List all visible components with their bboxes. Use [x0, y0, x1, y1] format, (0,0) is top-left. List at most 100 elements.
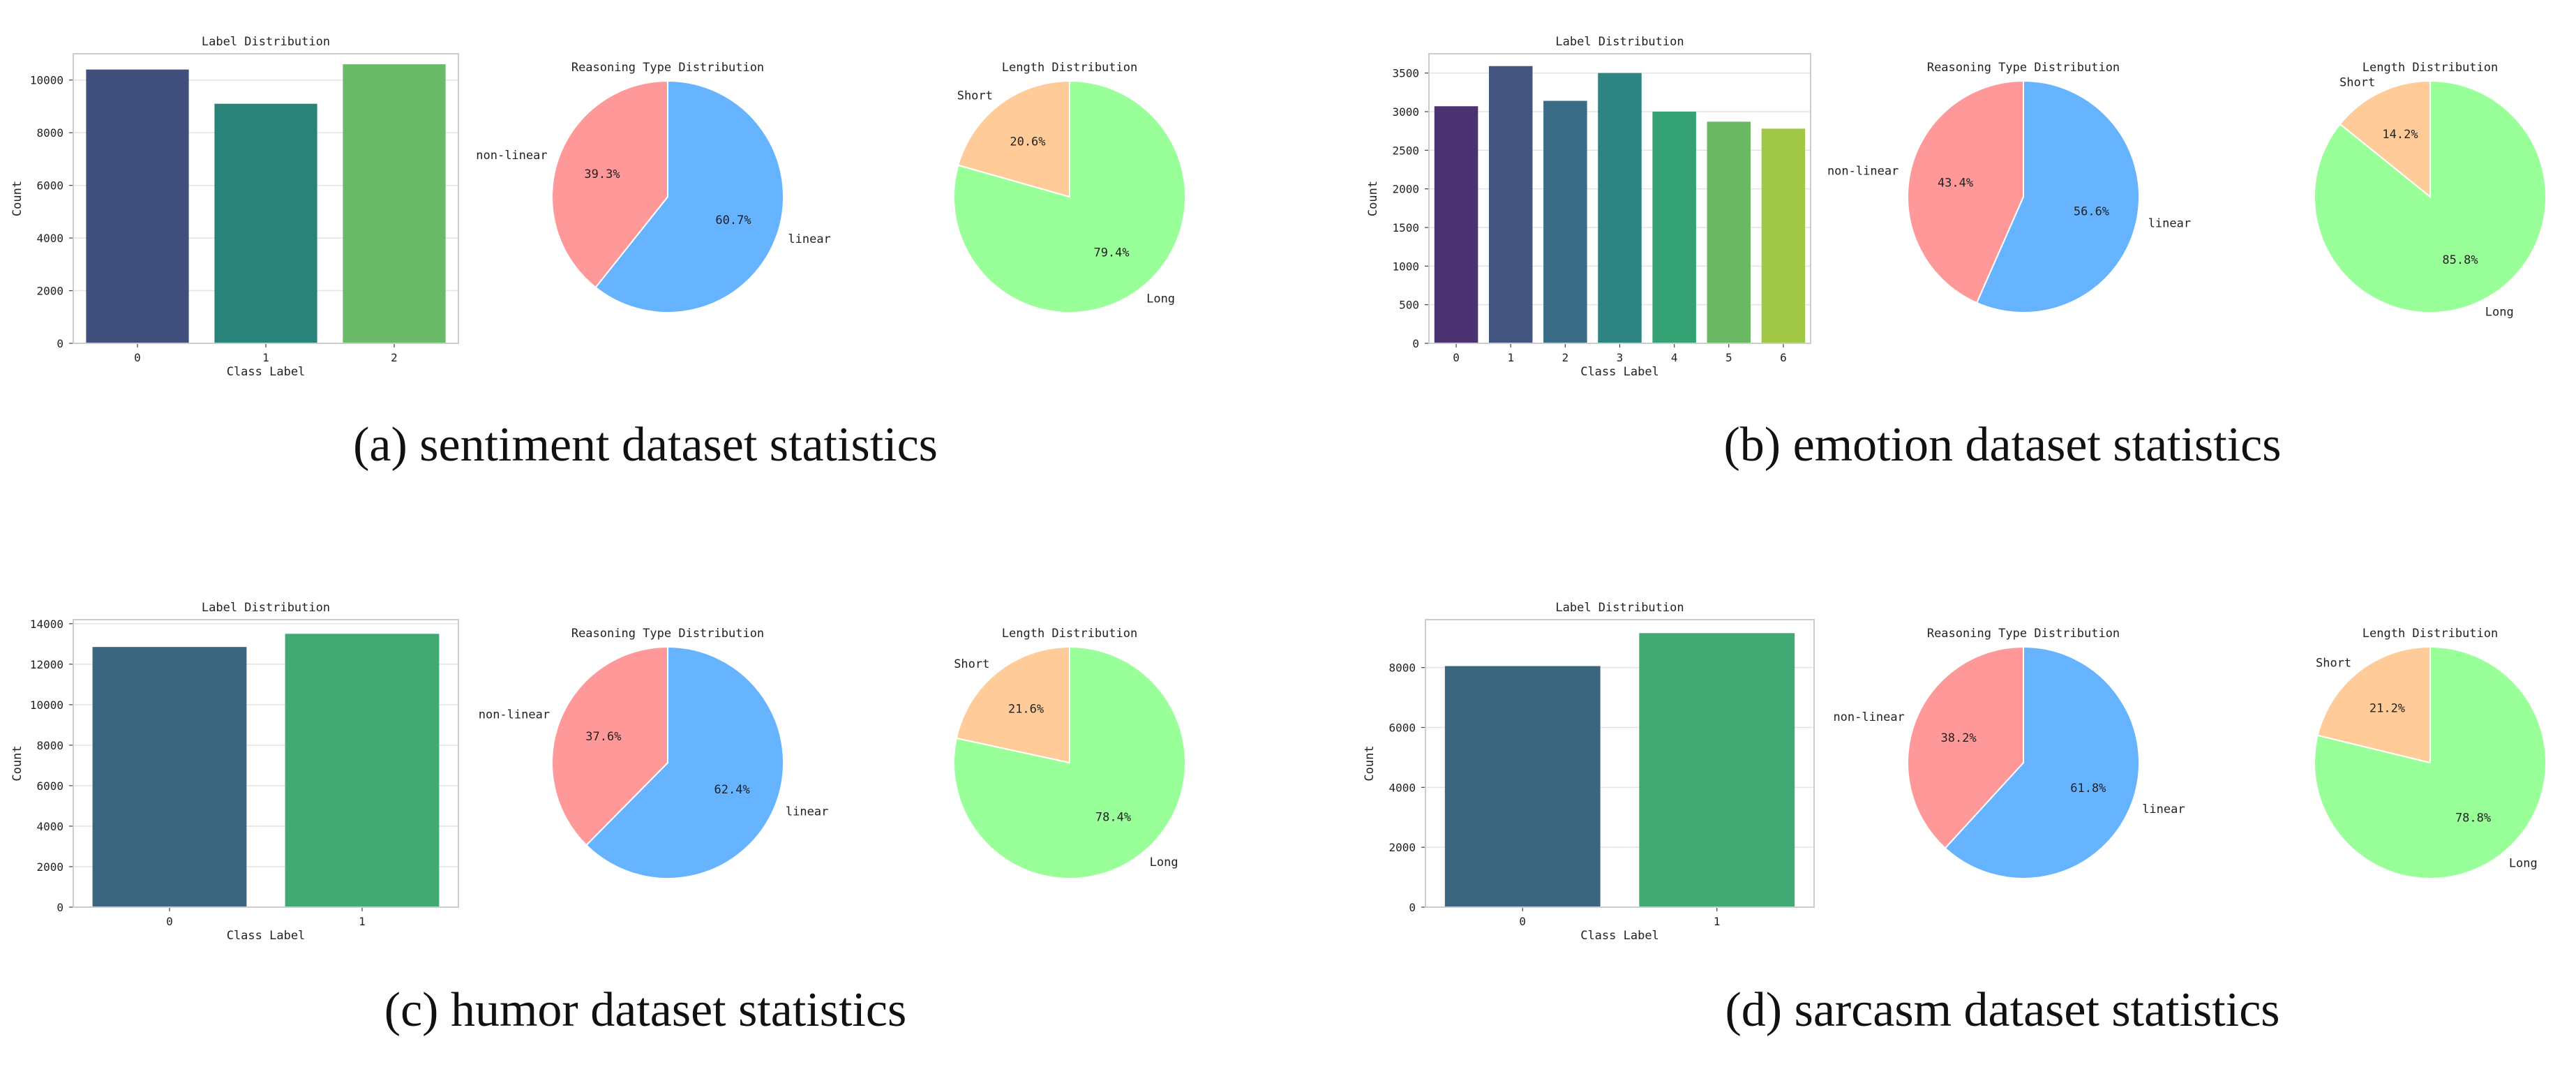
pie-pct-label: 14.2% [2382, 128, 2418, 142]
bar-0 [92, 647, 247, 907]
pie-pct-label: 78.4% [1095, 811, 1131, 825]
pie-slice-label: non-linear [1833, 710, 1904, 724]
pie-slice-label: Long [2485, 306, 2514, 320]
reasoning-pie-title: Reasoning Type Distribution [571, 61, 764, 75]
pie-slice-label: non-linear [476, 149, 547, 163]
pie-slice-label: Short [954, 657, 989, 671]
length-pie-3: Length Distribution 78.8% Long 21.2% Short [2314, 627, 2547, 879]
x-tick-label: 1 [262, 351, 269, 364]
bar-1 [285, 634, 440, 907]
x-tick-label: 4 [1671, 351, 1678, 364]
length-pie-title: Length Distribution [2362, 627, 2498, 641]
plot-frame [1428, 53, 1811, 344]
pie-pct-label: 21.2% [2369, 702, 2405, 716]
bar-2 [1543, 100, 1587, 344]
bar-0 [1434, 106, 1478, 343]
panel-caption-1: (b) emotion dataset statistics [1724, 418, 2282, 472]
pie-slice-label: non-linear [1827, 164, 1899, 178]
pie-pct-label: 61.8% [2070, 782, 2106, 796]
reasoning-pie-title: Reasoning Type Distribution [571, 627, 764, 641]
y-tick-label: 2000 [1388, 841, 1416, 854]
pie-slice-linear [594, 80, 784, 313]
y-tick-label: 8000 [36, 126, 63, 140]
y-tick-label: 2500 [1392, 144, 1419, 157]
plot-frame [73, 53, 459, 344]
plot-frame [1425, 619, 1815, 908]
y-tick-label: 10000 [30, 74, 63, 87]
y-tick-label: 500 [1399, 299, 1419, 312]
y-tick-label: 6000 [36, 779, 63, 793]
pie-pct-label: 21.6% [1008, 702, 1044, 716]
y-axis-label: Count [1363, 745, 1377, 781]
pie-slice-linear [1975, 80, 2140, 313]
bar-0 [1444, 666, 1601, 907]
x-tick-label: 0 [1519, 915, 1526, 928]
x-axis-label: Class Label [227, 929, 306, 943]
x-tick-label: 3 [1617, 351, 1624, 364]
pie-slice-label: Short [2316, 656, 2351, 670]
y-tick-label: 8000 [36, 739, 63, 752]
reasoning-pie-title: Reasoning Type Distribution [1927, 61, 2120, 75]
pie-pct-label: 62.4% [714, 783, 750, 797]
x-tick-label: 0 [166, 915, 173, 928]
y-tick-label: 4000 [36, 232, 63, 245]
y-axis-label: Count [1366, 181, 1380, 216]
length-pie-0: Length Distribution 79.4% Long 20.6% Short [953, 61, 1186, 313]
pie-slice-label: linear [2148, 217, 2191, 231]
panel-caption-2: (c) humor dataset statistics [384, 983, 906, 1037]
pie-pct-label: 60.7% [715, 214, 751, 227]
x-tick-label: 1 [1507, 351, 1514, 364]
bar-4 [1652, 112, 1696, 343]
x-axis-label: Class Label [1580, 929, 1659, 943]
pie-slice-non-linear [1907, 80, 2024, 304]
y-tick-label: 4000 [1388, 781, 1416, 794]
bar-1 [1488, 66, 1533, 343]
pie-slice-label: Short [957, 89, 993, 103]
bar-chart-title: Label Distribution [1555, 601, 1684, 615]
pie-slice-short [955, 645, 1070, 764]
pie-slice-label: non-linear [479, 708, 550, 722]
y-tick-label: 2000 [1392, 183, 1419, 196]
x-tick-label: 2 [1562, 351, 1569, 364]
bar-3 [1598, 73, 1642, 344]
length-pie-1: Length Distribution 85.8% Long 14.2% Short [2314, 61, 2547, 320]
bar-2 [343, 64, 446, 343]
y-tick-label: 4000 [36, 820, 63, 833]
length-pie-title: Length Distribution [2362, 61, 2498, 75]
pie-slice-label: linear [2142, 802, 2185, 816]
pie-pct-label: 37.6% [585, 730, 621, 744]
panel-caption-0: (a) sentiment dataset statistics [353, 418, 938, 472]
plot-frame [73, 619, 459, 908]
reasoning-pie-title: Reasoning Type Distribution [1927, 627, 2120, 641]
x-axis-label: Class Label [1580, 365, 1659, 379]
bar-0 [86, 69, 189, 344]
pie-slice-label: Short [2339, 75, 2375, 89]
bar-1 [214, 103, 317, 343]
reasoning-pie-2: Reasoning Type Distribution 62.4% linear 37… [479, 627, 828, 879]
x-axis-label: Class Label [227, 365, 306, 379]
pie-slice-short [2316, 645, 2431, 764]
pie-pct-label: 85.8% [2442, 253, 2478, 267]
bar-chart-title: Label Distribution [202, 35, 330, 49]
pie-pct-label: 43.4% [1938, 176, 1973, 190]
y-tick-label: 2000 [36, 285, 63, 298]
y-tick-label: 0 [1409, 901, 1416, 914]
bar-5 [1707, 121, 1751, 344]
bar-6 [1761, 128, 1806, 343]
bar-chart-2: Label Distribution 0 2000 4000 6000 8000 10000… [10, 601, 459, 943]
x-tick-label: 1 [359, 915, 366, 928]
y-tick-label: 0 [57, 901, 63, 914]
y-axis-label: Count [10, 745, 24, 781]
bar-chart-1: Label Distribution0500100015002000250030… [1366, 35, 1811, 379]
y-tick-label: 14000 [30, 618, 63, 631]
bar-chart-3: Label Distribution 0 2000 4000 6000 8000 0 1 Cla… [1363, 601, 1815, 943]
x-tick-label: 2 [391, 351, 398, 364]
y-tick-label: 0 [57, 337, 63, 350]
pie-pct-label: 39.3% [584, 167, 620, 181]
reasoning-pie-0: Reasoning Type Distribution 60.7% linear 39… [476, 61, 831, 313]
x-tick-label: 5 [1725, 351, 1732, 364]
y-tick-label: 6000 [1388, 722, 1416, 735]
pie-slice-short [2339, 80, 2431, 199]
pie-pct-label: 78.8% [2455, 811, 2491, 825]
